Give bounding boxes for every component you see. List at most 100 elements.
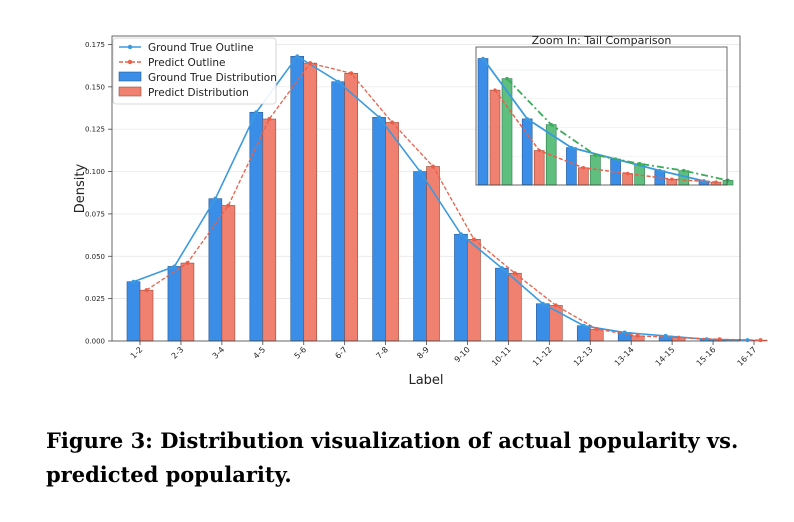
legend-swatch-pred-distribution bbox=[118, 86, 142, 97]
pred-outline-point bbox=[594, 327, 599, 332]
x-tick-label: 2-3 bbox=[170, 345, 186, 361]
inset-line-green-point bbox=[637, 161, 642, 166]
pred-outline-point bbox=[267, 117, 272, 122]
gt-bar bbox=[331, 81, 345, 342]
gt-bar bbox=[454, 233, 468, 342]
inset-line-green-point bbox=[593, 153, 598, 157]
gt-bar bbox=[413, 171, 427, 342]
legend-label-pred-outline: Predict Outline bbox=[148, 57, 226, 69]
y-tick-label: 0.175 bbox=[85, 41, 105, 49]
pred-bar bbox=[262, 118, 277, 342]
y-axis-label: Density bbox=[73, 163, 88, 213]
gt-outline-point bbox=[704, 337, 709, 342]
pred-outline-point bbox=[635, 333, 640, 338]
pred-outline-point bbox=[144, 288, 149, 293]
inset-line-red-point bbox=[714, 180, 718, 184]
inset-line-green-point bbox=[549, 122, 553, 127]
gt-outline-point bbox=[172, 264, 177, 269]
inset-line-blue-point bbox=[569, 145, 574, 150]
gt-bar bbox=[126, 281, 141, 342]
x-tick-label: 10-11 bbox=[490, 345, 513, 368]
inset-line-red-point bbox=[537, 148, 541, 153]
distribution-figure: 0.000 0.025 0.050 0.075 0.100 0.125 0.150 0.175… bbox=[73, 34, 768, 388]
main-outlines bbox=[131, 54, 763, 343]
x-axis-label: Label bbox=[408, 373, 443, 388]
x-tick-label: 13-14 bbox=[613, 345, 636, 368]
gt-outline-point bbox=[663, 333, 668, 338]
y-tick-label: 0.075 bbox=[85, 210, 105, 218]
x-tick-label: 11-12 bbox=[531, 345, 554, 368]
pred-bar bbox=[221, 205, 236, 342]
inset-line-red-point bbox=[493, 88, 497, 92]
inset-line-blue-point bbox=[658, 168, 662, 173]
pred-outline-point bbox=[431, 164, 436, 169]
gt-outline-point bbox=[213, 196, 218, 201]
inset-title: Zoom In: Tail Comparison bbox=[532, 34, 672, 47]
inset-frame bbox=[475, 46, 728, 186]
y-tick-label: 0.150 bbox=[85, 83, 105, 91]
pred-outline-point bbox=[308, 61, 313, 66]
inset-line-red-point bbox=[625, 171, 630, 176]
pred-outline-point bbox=[471, 237, 476, 242]
gt-outline-point bbox=[295, 54, 300, 59]
gt-bar bbox=[249, 111, 264, 342]
pred-outline-point bbox=[717, 337, 722, 342]
inset-line-blue-point bbox=[481, 56, 485, 61]
pred-bar bbox=[139, 289, 154, 342]
gt-outline-point bbox=[745, 338, 750, 343]
pred-outline-point bbox=[676, 335, 681, 340]
pred-outline-point bbox=[390, 120, 395, 125]
inset-line-blue bbox=[482, 57, 705, 182]
inset-bar-red bbox=[578, 167, 589, 186]
figure-caption: Figure 3: Distribution visualization of … bbox=[46, 428, 739, 487]
inset-line-green bbox=[506, 78, 729, 182]
y-tick-label: 0.125 bbox=[85, 126, 105, 134]
y-tick-label: 0.100 bbox=[85, 168, 105, 176]
gt-outline-point bbox=[581, 323, 586, 328]
x-axis-ticks: 1-2 2-3 3-4 4-5 5-6 6-7 7-8 8-9 9-10 10-11 11-12 12… bbox=[129, 341, 758, 368]
inset-bar-red bbox=[533, 150, 545, 186]
gt-bar bbox=[290, 56, 305, 342]
gt-outline-point bbox=[540, 301, 545, 306]
legend-marker-pred-outline bbox=[127, 59, 133, 65]
pred-outline-point bbox=[226, 203, 231, 208]
gt-bar bbox=[576, 325, 591, 342]
legend-label-pred-distribution: Predict Distribution bbox=[148, 87, 249, 99]
inset-bar-blue bbox=[477, 58, 489, 186]
y-tick-label: 0.050 bbox=[85, 253, 105, 261]
x-tick-label: 5-6 bbox=[293, 345, 309, 361]
x-tick-label: 1-2 bbox=[129, 345, 145, 361]
pred-outline-line bbox=[146, 62, 761, 341]
inset-bar-blue bbox=[566, 147, 577, 186]
inset-line-blue-point bbox=[525, 117, 529, 121]
gt-outline-point bbox=[499, 266, 504, 271]
inset-zoom-chart: Zoom In: Tail Comparison bbox=[475, 34, 734, 186]
pred-bar bbox=[385, 122, 399, 342]
gt-outline-line bbox=[133, 55, 748, 341]
gt-outline-point bbox=[131, 279, 136, 284]
pred-outline-point bbox=[553, 303, 558, 308]
x-tick-label: 4-5 bbox=[252, 345, 268, 361]
gt-outline-point bbox=[458, 232, 463, 237]
x-tick-label: 6-7 bbox=[333, 345, 349, 361]
gt-outline-point bbox=[377, 115, 382, 120]
pred-bar bbox=[467, 239, 481, 342]
inset-line-red-point bbox=[670, 177, 674, 182]
gt-outline-point bbox=[622, 330, 627, 335]
legend-box bbox=[112, 37, 277, 105]
x-tick-label: 7-8 bbox=[374, 345, 390, 361]
y-axis-ticks: 0.000 0.025 0.050 0.075 0.100 0.125 0.150 0.175 bbox=[85, 41, 112, 346]
x-tick-label: 14-15 bbox=[654, 345, 677, 368]
gt-outline-point bbox=[336, 79, 341, 84]
x-tick-label: 12-13 bbox=[572, 345, 595, 368]
gt-outline-point bbox=[254, 110, 259, 115]
inset-bar-red bbox=[489, 89, 501, 186]
legend-swatch-gt-distribution bbox=[118, 71, 142, 82]
gt-bar bbox=[167, 266, 182, 342]
inset-line-red bbox=[494, 89, 717, 183]
pred-bar bbox=[180, 262, 195, 342]
y-tick-label: 0.025 bbox=[85, 295, 105, 303]
inset-line-green-point bbox=[682, 168, 686, 173]
x-tick-label: 8-9 bbox=[415, 345, 431, 361]
pred-outline-point bbox=[185, 261, 190, 266]
